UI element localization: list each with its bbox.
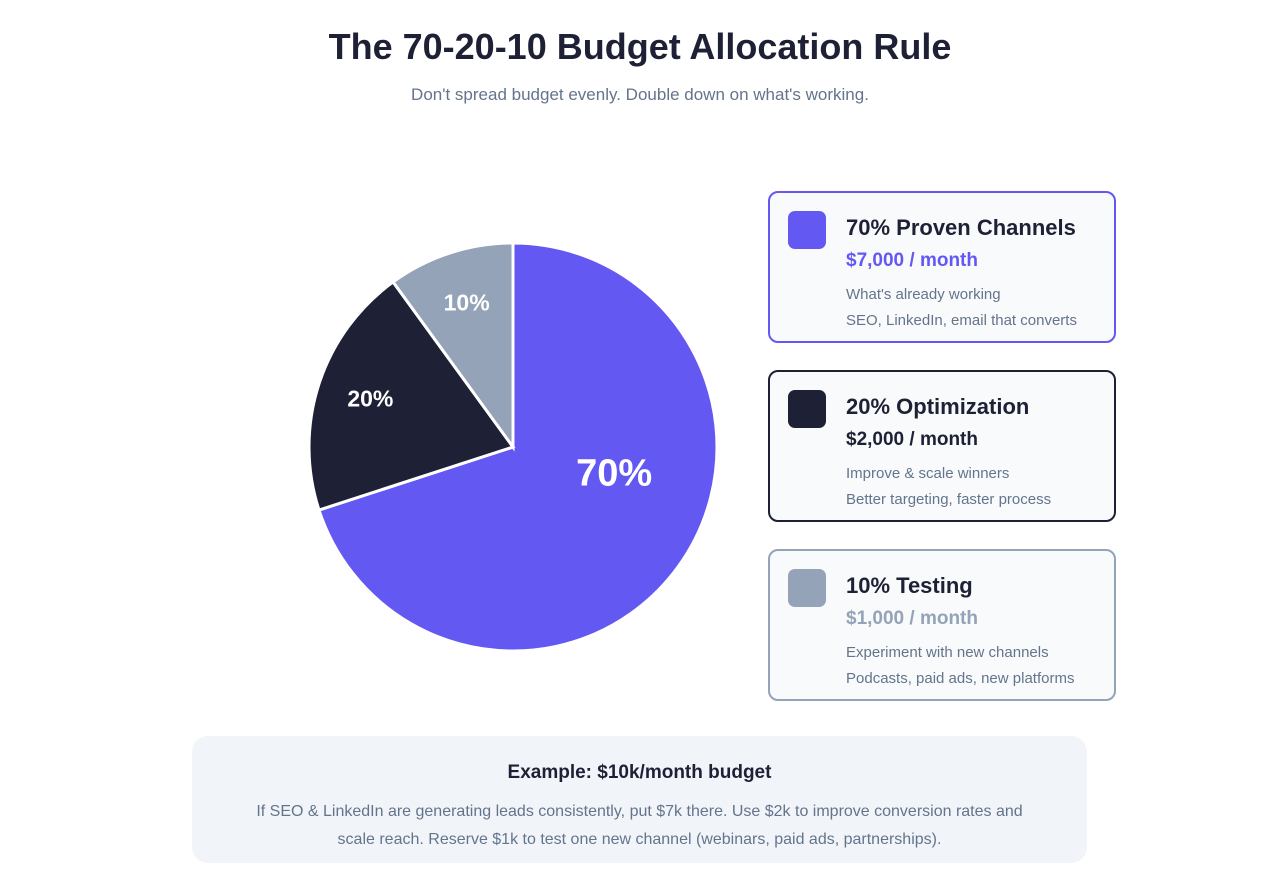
legend-description: Podcasts, paid ads, new platforms [846, 670, 1075, 687]
pie-slice [307, 279, 516, 512]
legend-amount: $1,000 / month [846, 608, 978, 629]
pie-slice [390, 241, 515, 452]
legend-description: Experiment with new channels [846, 644, 1049, 661]
pie-chart: 70% 20% 10% [307, 241, 719, 653]
chart-title: The 70-20-10 Budget Allocation Rule [328, 26, 952, 67]
example-box: Example: $10k/month budget If SEO & Link… [192, 736, 1087, 863]
legend-description: Improve & scale winners [846, 465, 1010, 482]
legend-label: 10% Testing [846, 573, 973, 598]
legend-swatch [788, 390, 826, 428]
legend-label: 20% Optimization [846, 394, 1030, 419]
legend-swatch [788, 569, 826, 607]
legend-label: 70% Proven Channels [846, 215, 1076, 240]
legend-description: What's already working [846, 286, 1001, 303]
pie-slice [317, 241, 719, 653]
legend-swatch [788, 211, 826, 249]
legend-amount: $7,000 / month [846, 250, 978, 271]
legend-card: 10% Testing $1,000 / month Experiment with… [768, 549, 1116, 701]
legend-card: 70% Proven Channels $7,000 / month What's … [768, 191, 1116, 343]
legend-card: 20% Optimization $2,000 / month Improve & … [768, 370, 1116, 522]
legend-description: SEO, LinkedIn, email that converts [846, 312, 1077, 329]
example-title: Example: $10k/month budget [507, 762, 772, 783]
example-text: If SEO & LinkedIn are generating leads c… [256, 803, 1023, 848]
legend-description: Better targeting, faster process [846, 491, 1052, 508]
slice-label: 10% [444, 289, 490, 315]
slice-label: 20% [347, 386, 393, 412]
slice-label: 70% [576, 453, 652, 495]
chart-subtitle: Don't spread budget evenly. Double down … [411, 85, 869, 104]
legend-amount: $2,000 / month [846, 429, 978, 450]
